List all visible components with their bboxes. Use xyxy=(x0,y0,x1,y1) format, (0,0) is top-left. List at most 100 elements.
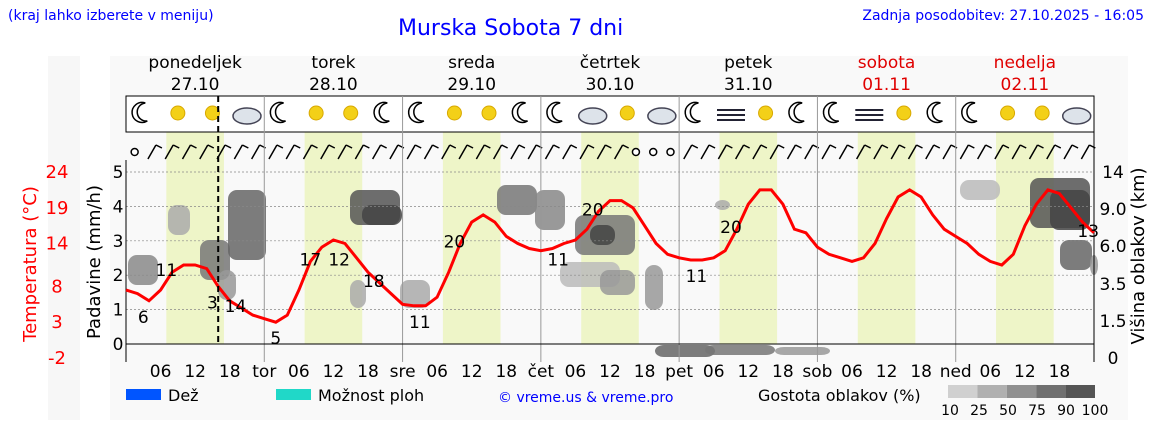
wind-barb-icon xyxy=(1063,144,1079,160)
daytime-band xyxy=(719,96,778,344)
cloud-blob xyxy=(705,345,775,355)
cloud-blob xyxy=(960,180,1000,200)
cloud-density-level: 10 xyxy=(941,403,959,419)
temperature-value-label: 17 xyxy=(300,250,322,270)
temperature-value-label: 13 xyxy=(1077,222,1099,242)
moon-icon xyxy=(373,101,390,124)
cloud-blob xyxy=(535,190,565,230)
wind-barb-icon xyxy=(406,144,422,160)
wind-barb-icon xyxy=(1011,144,1027,160)
cloud-density-level: 90 xyxy=(1057,403,1075,419)
wind-barb-icon xyxy=(925,144,941,160)
cloud-blob xyxy=(590,225,615,245)
temperature-value-label: 20 xyxy=(720,218,742,238)
storm-legend-label: Možnost ploh xyxy=(318,386,424,405)
moon-icon xyxy=(407,101,425,124)
precip-tick: 0 xyxy=(113,335,124,355)
wind-barb-icon xyxy=(337,144,353,160)
weather-icon-row xyxy=(125,95,1095,133)
region-note[interactable]: (kraj lahko izberete v meniju) xyxy=(8,8,214,24)
day-name: torek xyxy=(311,53,355,73)
moon-icon xyxy=(684,101,701,124)
day-name: petek xyxy=(724,53,772,73)
x-tick-label: 12 xyxy=(184,362,206,382)
wind-barb-icon xyxy=(458,144,474,160)
x-tick-label: 12 xyxy=(323,362,345,382)
x-tick-label: 18 xyxy=(1049,362,1071,382)
moon-icon xyxy=(788,101,805,124)
cloud-density-swatch xyxy=(1036,385,1066,398)
axes: 012345-23814192401.53.56.09.014Temperatu… xyxy=(20,96,1149,369)
calm-icon xyxy=(648,147,658,157)
x-tick-label: 06 xyxy=(565,362,587,382)
cloud-blob xyxy=(775,347,830,355)
x-tick-label: 06 xyxy=(426,362,448,382)
wind-barb-icon xyxy=(786,144,802,160)
wind-barb-icon xyxy=(873,144,889,160)
cloud-density-swatch xyxy=(1065,385,1095,398)
cloud-density-level: 75 xyxy=(1028,403,1046,419)
precip-tick: 4 xyxy=(113,197,124,217)
wind-barb-icon xyxy=(544,144,560,160)
day-name: sreda xyxy=(448,53,495,73)
temp-tick: 3 xyxy=(51,312,62,333)
cloud-blob xyxy=(497,185,537,215)
temp-axis-bg xyxy=(48,56,80,420)
sun-icon xyxy=(896,105,912,121)
x-tick-label: 06 xyxy=(841,362,863,382)
x-tick-label: 12 xyxy=(1014,362,1036,382)
wind-barb-icon xyxy=(302,144,318,160)
sun-icon xyxy=(1034,105,1050,121)
sun-icon xyxy=(481,105,497,121)
temperature-value-label: 6 xyxy=(138,308,149,328)
cloud-density-swatch xyxy=(1006,385,1037,398)
grid-lines xyxy=(126,96,1094,362)
cloud-density-level: 50 xyxy=(999,403,1017,419)
wind-barb-icon xyxy=(268,144,284,160)
cloud-height-axis-label: Višina oblakov (km) xyxy=(1128,167,1149,344)
wind-barb-icon xyxy=(734,144,750,160)
sun-icon xyxy=(343,105,359,121)
temperature-labels: 11 6 3 14 5 17 12 18 11 20 11 20 11 20 13 xyxy=(138,200,1099,349)
wind-barb-icon xyxy=(683,144,699,160)
wind-barb-icon xyxy=(1046,144,1062,160)
x-tick-label: 18 xyxy=(357,362,379,382)
x-tick-label: tor xyxy=(252,362,276,382)
wind-barb-icon xyxy=(855,144,871,160)
wind-barb-icon xyxy=(181,144,197,160)
temperature-value-label: 18 xyxy=(363,272,385,292)
moon-icon xyxy=(546,101,563,124)
x-tick-label: sre xyxy=(390,362,416,382)
cloud-blob xyxy=(400,280,430,308)
wind-barb-icon xyxy=(821,144,837,160)
cloud-blob xyxy=(228,190,266,260)
wind-barb-icon xyxy=(596,144,612,160)
rain-legend-label: Dež xyxy=(168,386,199,405)
wind-barb-icon xyxy=(769,144,785,160)
day-date: 30.10 xyxy=(586,75,635,95)
cloud-density-swatch xyxy=(977,385,1007,398)
day-name: sobota xyxy=(858,53,916,73)
x-tick-label: 12 xyxy=(461,362,483,382)
wind-barb-icon xyxy=(285,144,301,160)
sun-icon xyxy=(308,105,324,121)
cloud-height-tick: 9.0 xyxy=(1099,200,1126,220)
cloud-height-tick: 3.5 xyxy=(1099,275,1126,295)
calm-icon xyxy=(130,147,139,157)
x-tick-label: 06 xyxy=(150,362,172,382)
temperature-value-label: 11 xyxy=(547,251,569,271)
wind-barb-icon xyxy=(510,144,526,160)
day-date: 31.10 xyxy=(724,75,773,95)
wind-barb-icon xyxy=(354,144,370,160)
wind-barb-icon xyxy=(907,144,923,160)
moon-icon xyxy=(822,101,840,124)
wind-barb-icon xyxy=(164,144,180,160)
cloud-height-tick: 6.0 xyxy=(1099,237,1126,257)
wind-barb-icon xyxy=(562,144,578,160)
day-name: nedelja xyxy=(994,53,1056,73)
x-tick-label: čet xyxy=(528,362,555,382)
cloud-height-tick: 1.5 xyxy=(1099,312,1126,332)
wind-barb-icon xyxy=(371,144,387,160)
